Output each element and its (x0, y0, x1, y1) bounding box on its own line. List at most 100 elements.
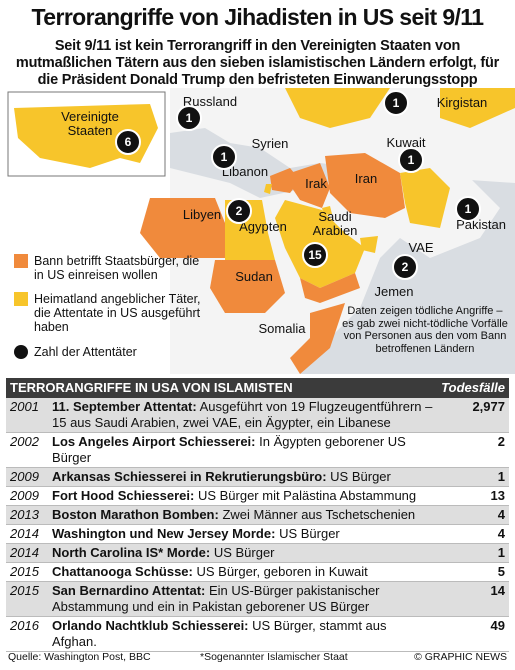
table-row: 2014 North Carolina IS* Morde: US Bürger 1 (6, 543, 509, 563)
source: Quelle: Washington Post, BBC (8, 651, 151, 663)
value-header: Todesfälle (437, 378, 509, 398)
attacker-count: 1 (455, 196, 481, 222)
table-row: 2014 Washington und New Jersey Morde: US … (6, 524, 509, 544)
somalia (290, 303, 345, 374)
deaths: 49 (437, 616, 509, 652)
land (170, 88, 515, 183)
table: TERRORANGRIFFE IN USA VON ISLAMISTEN Tod… (6, 378, 509, 652)
legend-swatch (14, 292, 28, 306)
russia (285, 88, 390, 128)
event: Arkansas Schiesserei in Rekrutierungsbür… (52, 469, 327, 484)
attacker-count: 6 (115, 129, 141, 155)
event: Chattanooga Schüsse: (52, 564, 193, 579)
year: 2013 (6, 505, 48, 525)
year: 2009 (6, 486, 48, 506)
description: Arkansas Schiesserei in Rekrutierungsbür… (48, 467, 438, 487)
lebanon (264, 184, 272, 194)
description: Chattanooga Schüsse: US Bürger, geboren … (48, 562, 438, 582)
deaths: 4 (437, 505, 509, 525)
attacker-count: 1 (383, 90, 409, 116)
pakistan (400, 168, 450, 228)
attacker-count: 2 (226, 198, 252, 224)
deaths: 13 (437, 486, 509, 506)
sudan (210, 260, 285, 313)
legend-label: Zahl der Attentäter (34, 345, 137, 359)
year: 2002 (6, 432, 48, 468)
libya (140, 198, 225, 258)
event: Fort Hood Schiesserei: (52, 488, 195, 503)
country-label: Saudi Arabien (312, 209, 358, 238)
legend-label: Bann betrifft Staatsbürger, die in US ei… (34, 254, 200, 282)
details: US Bürger, geboren in Kuwait (196, 564, 368, 579)
table-row: 2016 Orlando Nachtklub Schiesserei: US Bü… (6, 616, 509, 652)
country-label: Russland (182, 94, 238, 109)
deaths: 4 (437, 524, 509, 544)
table-row: 2002 Los Angeles Airport Schiesserei: In … (6, 432, 509, 468)
table-row: 2013 Boston Marathon Bomben: Zwei Männer … (6, 505, 509, 525)
details: Ein US-Bürger pakistanischer Abstammung … (52, 583, 380, 614)
year: 2016 (6, 616, 48, 652)
event: Los Angeles Airport Schiesserei: (52, 434, 256, 449)
event: 11. September Attentat: (52, 399, 197, 414)
description: San Bernardino Attentat: Ein US-Bürger p… (48, 581, 438, 617)
country-label: Libyen (182, 207, 222, 222)
country-label: Ägypten (239, 219, 287, 234)
legend-swatch (14, 254, 28, 268)
country-label: Syrien (251, 136, 289, 151)
description: Boston Marathon Bomben: Zwei Männer aus … (48, 505, 438, 525)
deaths: 14 (437, 581, 509, 617)
event: Washington und New Jersey Morde: (52, 526, 276, 541)
event: North Carolina IS* Morde: (52, 545, 211, 560)
note: Daten zeigen tödliche Angriffe – es gab … (342, 305, 508, 355)
deaths: 5 (437, 562, 509, 582)
yemen (300, 273, 360, 303)
description: North Carolina IS* Morde: US Bürger (48, 543, 438, 563)
country-label: Somalia (258, 321, 306, 336)
deaths: 1 (437, 543, 509, 563)
table-row: 2009 Arkansas Schiesserei in Rekrutierung… (6, 467, 509, 487)
country-label: Irak (305, 176, 327, 191)
country-label: Libanon (221, 164, 269, 179)
legend-swatch (14, 345, 28, 359)
table-header: TERRORANGRIFFE IN USA VON ISLAMISTEN Tod… (6, 378, 509, 398)
iraq (290, 163, 330, 208)
event: Boston Marathon Bomben: (52, 507, 219, 522)
attacker-count: 1 (176, 105, 202, 131)
details: US Bürger mit Palästina Abstammung (197, 488, 417, 503)
event: Orlando Nachtklub Schiesserei: (52, 618, 249, 633)
description: Orlando Nachtklub Schiesserei: US Bürger… (48, 616, 438, 652)
deaths: 2 (437, 432, 509, 468)
year: 2009 (6, 467, 48, 487)
details: US Bürger (279, 526, 340, 541)
details: US Bürger, stammt aus Afghan. (52, 618, 387, 649)
description: Los Angeles Airport Schiesserei: In Ägyp… (48, 432, 438, 468)
title: Terrorangriffe von Jihadisten in US seit… (31, 4, 484, 30)
year: 2015 (6, 562, 48, 582)
attacker-count: 2 (392, 254, 418, 280)
year: 2014 (6, 524, 48, 544)
details: US Bürger (330, 469, 391, 484)
description: 11. September Attentat: Ausgeführt von 1… (48, 398, 438, 433)
legend-label: Heimatland angeblicher Täter, die Attent… (34, 292, 201, 334)
table-body: TERRORANGRIFFE IN USA VON ISLAMISTEN Tod… (6, 378, 509, 652)
year: 2001 (6, 398, 48, 433)
credit: © GRAPHIC NEWS (414, 651, 507, 663)
table-row: 2009 Fort Hood Schiesserei: US Bürger mit… (6, 486, 509, 506)
year: 2015 (6, 581, 48, 617)
deaths: 2,977 (437, 398, 509, 433)
uae (360, 236, 378, 253)
table-title: TERRORANGRIFFE IN USA VON ISLAMISTEN (6, 378, 438, 398)
details: In Ägypten geborener US Bürger (52, 434, 406, 465)
kyrgyzstan (440, 88, 515, 128)
year: 2014 (6, 543, 48, 563)
country-label: Sudan (235, 269, 273, 284)
country-label: VAE (408, 240, 434, 255)
iran (325, 153, 405, 218)
details: US Bürger (213, 545, 275, 560)
details: Ausgeführt von 19 Flugzeugentführern – 1… (52, 399, 433, 430)
table-row: 2015 San Bernardino Attentat: Ein US-Bürg… (6, 581, 509, 617)
country-label: Vereinigte Staaten (61, 109, 119, 138)
event: San Bernardino Attentat: (52, 583, 206, 598)
country-label: Kirgistan (436, 95, 488, 110)
